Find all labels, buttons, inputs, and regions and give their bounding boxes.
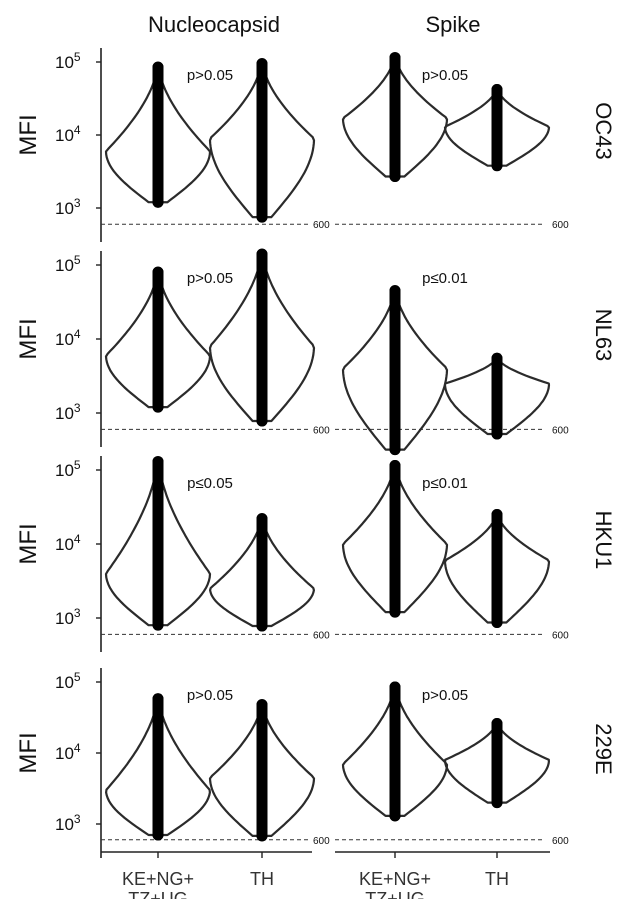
- column-title-spike: Spike: [425, 12, 480, 37]
- max-point: [389, 285, 401, 297]
- threshold-label: 600: [313, 425, 330, 436]
- threshold-label: 600: [313, 836, 330, 847]
- max-point: [152, 693, 164, 705]
- max-point: [256, 248, 268, 260]
- y-axis-label-oc43: MFI: [15, 114, 42, 155]
- y-axis-label-229e: MFI: [15, 732, 42, 773]
- y-tick-label: 104: [55, 741, 81, 763]
- row-label-229e: 229E: [591, 723, 616, 774]
- min-point: [152, 196, 164, 208]
- min-point: [152, 619, 164, 631]
- x-tick-label-nucleocapsid-th: TH: [250, 869, 274, 889]
- column-title-nucleocapsid: Nucleocapsid: [148, 12, 280, 37]
- max-point: [152, 266, 164, 278]
- min-point: [491, 616, 503, 628]
- max-point: [152, 456, 164, 468]
- max-point: [491, 509, 503, 521]
- min-point: [491, 797, 503, 809]
- y-tick-label: 105: [55, 670, 81, 692]
- min-point: [389, 606, 401, 618]
- max-point: [389, 460, 401, 472]
- min-point: [152, 401, 164, 413]
- min-point: [389, 171, 401, 183]
- p-value-229e-spike: p>0.05: [422, 687, 468, 704]
- p-value-nl63-nucleocapsid: p>0.05: [187, 270, 233, 287]
- min-point: [389, 444, 401, 456]
- row-label-nl63: NL63: [591, 309, 616, 362]
- min-point: [152, 829, 164, 841]
- min-point: [256, 830, 268, 842]
- min-point: [256, 620, 268, 632]
- y-tick-label: 103: [55, 606, 81, 628]
- p-value-hku1-nucleocapsid: p≤0.05: [187, 475, 233, 492]
- x-tick-label-spike-ke-ng-tz-ug: KE+NG+ TZ+UG: [359, 869, 431, 899]
- y-tick-label: 103: [55, 812, 81, 834]
- y-tick-label: 103: [55, 401, 81, 423]
- max-point: [491, 84, 503, 96]
- x-tick-label-spike-th: TH: [485, 869, 509, 889]
- min-point: [256, 211, 268, 223]
- max-point: [389, 52, 401, 64]
- y-tick-label: 105: [55, 50, 81, 72]
- p-value-nl63-spike: p≤0.01: [422, 270, 468, 287]
- threshold-label: 600: [313, 220, 330, 231]
- p-value-229e-nucleocapsid: p>0.05: [187, 687, 233, 704]
- max-point: [491, 352, 503, 364]
- max-point: [256, 58, 268, 70]
- min-point: [491, 160, 503, 172]
- threshold-label: 600: [552, 836, 569, 847]
- max-point: [152, 61, 164, 73]
- y-tick-label: 105: [55, 458, 81, 480]
- threshold-label: 600: [552, 220, 569, 231]
- max-point: [256, 513, 268, 525]
- threshold-label: 600: [313, 630, 330, 641]
- min-point: [256, 415, 268, 427]
- max-point: [256, 699, 268, 711]
- y-axis-label-hku1: MFI: [15, 523, 42, 564]
- max-point: [389, 681, 401, 693]
- threshold-label: 600: [552, 630, 569, 641]
- y-tick-label: 104: [55, 123, 81, 145]
- x-tick-label-nucleocapsid-ke-ng-tz-ug: KE+NG+ TZ+UG: [122, 869, 194, 899]
- max-point: [491, 718, 503, 730]
- row-label-hku1: HKU1: [591, 511, 616, 570]
- min-point: [389, 810, 401, 822]
- row-label-oc43: OC43: [591, 102, 616, 159]
- y-tick-label: 105: [55, 253, 81, 275]
- min-point: [491, 428, 503, 440]
- y-tick-label: 104: [55, 532, 81, 554]
- p-value-oc43-nucleocapsid: p>0.05: [187, 67, 233, 84]
- y-axis-label-nl63: MFI: [15, 318, 42, 359]
- p-value-oc43-spike: p>0.05: [422, 67, 468, 84]
- p-value-hku1-spike: p≤0.01: [422, 475, 468, 492]
- y-tick-label: 104: [55, 327, 81, 349]
- threshold-label: 600: [552, 425, 569, 436]
- y-tick-label: 103: [55, 196, 81, 218]
